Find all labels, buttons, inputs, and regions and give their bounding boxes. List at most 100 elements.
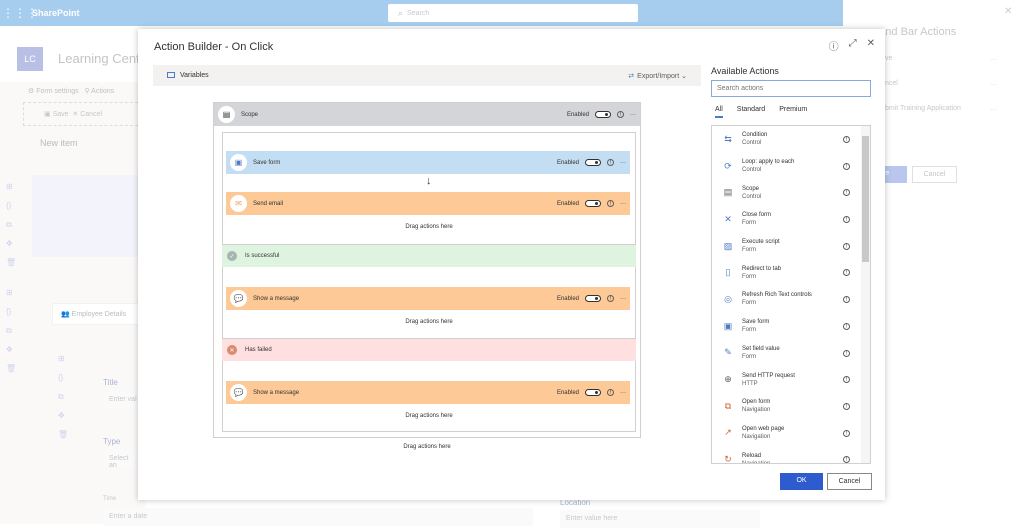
list-item[interactable]: ↻ Reload Navigation!	[712, 446, 870, 464]
more-icon[interactable]: ···	[620, 295, 626, 302]
info-icon[interactable]: !	[607, 295, 614, 302]
info-icon[interactable]: !	[617, 111, 624, 118]
location-label: Location	[560, 498, 591, 507]
action-send-email[interactable]: ✉ Send email Enabled! ···	[226, 192, 630, 215]
expand-icon[interactable]: ⤢	[848, 38, 857, 49]
list-item[interactable]: ✎ Set field value Form!	[712, 340, 870, 367]
more-icon[interactable]: …	[990, 55, 997, 62]
tab-all[interactable]: All	[715, 106, 723, 118]
variables-icon	[167, 72, 175, 79]
enabled-toggle[interactable]	[585, 200, 601, 207]
globe-icon: ⊕	[724, 374, 732, 385]
enabled-toggle[interactable]	[585, 159, 601, 166]
info-icon[interactable]: ⓘ	[828, 42, 839, 53]
scrollbar[interactable]	[861, 126, 870, 463]
scope-block[interactable]: ▤ Scope Enabled ! ··· ▣ Save form Enable…	[213, 102, 641, 438]
list-item[interactable]: ▣ Save form Form!	[712, 313, 870, 340]
info-icon[interactable]: !	[843, 296, 850, 304]
drop-zone[interactable]: Drag actions here	[405, 319, 453, 325]
branch-failed: ✕ Has failed	[222, 338, 636, 361]
redirect-icon: ▯	[725, 267, 731, 278]
panel-item[interactable]: ve	[885, 55, 893, 62]
info-icon[interactable]: !	[843, 136, 850, 143]
tab-premium[interactable]: Premium	[779, 106, 808, 113]
enabled-toggle[interactable]	[585, 295, 601, 302]
info-icon[interactable]: !	[607, 159, 614, 166]
scrollbar-thumb[interactable]	[862, 136, 869, 262]
list-item[interactable]: ↗ Open web page Navigation!	[712, 420, 870, 447]
action-show-message[interactable]: 💬 Show a message Enabled! ···	[226, 287, 630, 310]
close-icon[interactable]: ✕	[866, 38, 875, 49]
list-item[interactable]: ▨ Execute script Form!	[712, 233, 870, 260]
info-icon[interactable]: !	[843, 429, 850, 437]
scope-icon: ▤	[723, 187, 733, 198]
swap-icon: ⇄	[628, 72, 635, 80]
available-actions-title: Available Actions	[711, 66, 779, 76]
more-icon[interactable]: ···	[630, 111, 636, 118]
info-icon[interactable]: !	[843, 162, 850, 170]
info-icon[interactable]: !	[843, 322, 850, 330]
message-icon: 💬	[230, 290, 247, 307]
save-icon: ▣	[723, 320, 733, 331]
more-icon[interactable]: ···	[620, 159, 626, 166]
drop-zone[interactable]: Drag actions here	[403, 444, 451, 450]
list-item[interactable]: ⟳ Loop: apply to each Control!	[712, 153, 870, 180]
list-item[interactable]: ⇆ Condition Control!	[712, 126, 870, 153]
site-logo: LC	[17, 47, 43, 71]
search-actions-input[interactable]	[711, 80, 871, 97]
app-launcher-icon[interactable]: ⋮⋮⋮	[2, 6, 38, 20]
tab-standard[interactable]: Standard	[736, 106, 766, 113]
global-search[interactable]: ⌕ Search	[388, 4, 638, 22]
info-icon[interactable]: !	[607, 389, 614, 396]
info-icon[interactable]: !	[843, 216, 850, 224]
info-icon[interactable]: !	[843, 376, 850, 384]
action-save-form[interactable]: ▣ Save form Enabled! ···	[226, 151, 630, 174]
panel-item[interactable]: ncel	[885, 80, 898, 87]
list-item[interactable]: ◎ Refresh Rich Text controls Form!	[712, 286, 870, 313]
save-icon: ▣	[230, 154, 247, 171]
section-toolbar: ⊞{} ⧉ ✥ 🗑	[6, 182, 17, 267]
list-item[interactable]: ▯ Redirect to tab Form!	[712, 259, 870, 286]
app-name[interactable]: SharePoint	[32, 8, 80, 18]
list-item[interactable]: ⊕ Send HTTP request HTTP!	[712, 366, 870, 393]
ok-button[interactable]: OK	[780, 473, 823, 490]
list-item[interactable]: ▤ Scope Control!	[712, 179, 870, 206]
section-toolbar-2: ⊞{} ⧉ ✥ 🗑	[6, 288, 17, 373]
open-web-icon: ↗	[724, 427, 732, 438]
panel-item[interactable]: bmit Training Application	[885, 105, 961, 112]
cancel-button[interactable]: Cancel	[827, 473, 872, 490]
drop-zone[interactable]: Drag actions here	[405, 413, 453, 419]
info-icon[interactable]: !	[843, 269, 850, 277]
info-icon[interactable]: !	[843, 402, 850, 410]
drop-zone[interactable]: Drag actions here	[405, 224, 453, 230]
more-icon[interactable]: …	[990, 105, 997, 112]
enabled-toggle[interactable]	[585, 389, 601, 396]
info-icon[interactable]: !	[843, 349, 850, 357]
open-form-icon: ⧉	[724, 400, 732, 411]
info-icon[interactable]: !	[843, 189, 850, 197]
command-bar-preview: ▣ Save ✕ Cancel	[23, 102, 143, 126]
dialog-title: Action Builder - On Click	[154, 41, 274, 53]
info-icon[interactable]: !	[843, 456, 850, 463]
action-show-message[interactable]: 💬 Show a message Enabled! ···	[226, 381, 630, 404]
enabled-toggle[interactable]	[595, 111, 611, 118]
builder-toolbar: Variables ⇄ Export/Import ⌄	[153, 65, 701, 86]
field-toolbar: ⊞{} ⧉ ✥ 🗑	[58, 354, 69, 439]
more-icon[interactable]: ···	[620, 200, 626, 207]
list-item[interactable]: ✕ Close form Form!	[712, 206, 870, 233]
scope-header: ▤ Scope Enabled ! ···	[214, 103, 640, 126]
more-icon[interactable]: …	[990, 80, 997, 87]
info-icon[interactable]: !	[843, 242, 850, 250]
variables-button[interactable]: Variables	[167, 72, 209, 79]
title-field: Enter val	[103, 391, 143, 409]
reload-icon: ↻	[724, 454, 732, 464]
list-item[interactable]: ⧉ Open form Navigation!	[712, 393, 870, 420]
form-settings-bar: ⚙ Form settings ⚲ Actions	[28, 88, 115, 95]
export-import-button[interactable]: ⇄ Export/Import ⌄	[628, 72, 687, 80]
panel-close-icon[interactable]: ✕	[1004, 6, 1013, 17]
location-field: Enter value here	[560, 510, 760, 528]
panel-cancel-button[interactable]: Cancel	[912, 166, 957, 183]
info-icon[interactable]: !	[607, 200, 614, 207]
error-icon: ✕	[227, 345, 237, 355]
more-icon[interactable]: ···	[620, 389, 626, 396]
